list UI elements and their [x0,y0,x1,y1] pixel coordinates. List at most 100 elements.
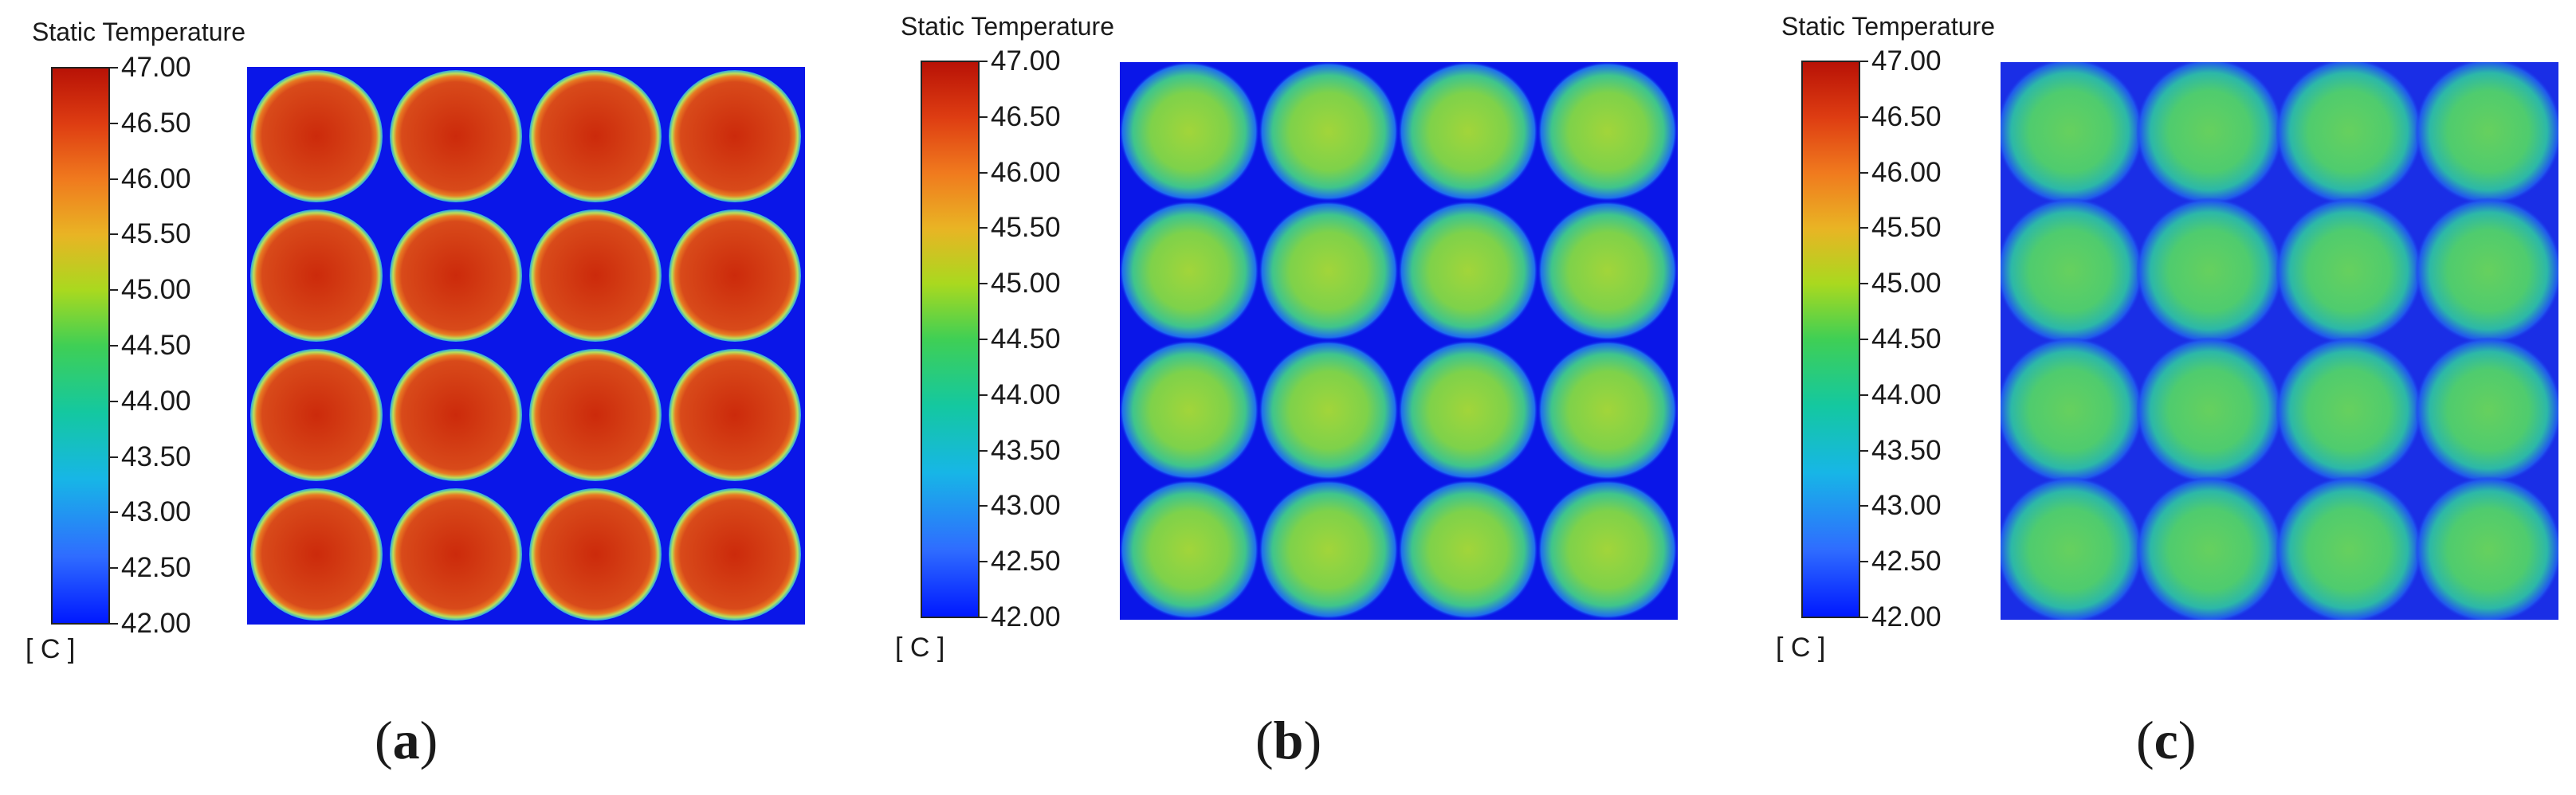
panel-c: Static Temperature [ C ] [1738,0,2574,795]
colorbar-tick [978,171,988,174]
cell [390,349,522,481]
colorbar-tick [978,61,988,62]
colorbar-tick-label: 44.50 [121,330,191,361]
colorbar-tick-label: 42.00 [991,601,1061,632]
colorbar-tick [978,283,988,285]
colorbar-tick-label: 42.00 [1871,601,1942,632]
cell [1120,340,1259,480]
temperature-field-c [2001,62,2558,620]
cell [2276,337,2422,484]
colorbar-tick [1859,171,1868,174]
colorbar-tick [1859,505,1868,507]
cell [2001,337,2143,484]
colorbar-tick-label: 44.00 [121,385,191,417]
colorbar-unit: [ C ] [26,634,76,664]
colorbar-title: Static Temperature [32,18,245,46]
colorbar-tick [978,449,988,452]
cell [2136,198,2283,344]
cell [1120,480,1259,620]
colorbar-tick [108,456,118,458]
cell [390,70,522,202]
colorbar-tick-label: 43.00 [1871,490,1942,522]
colorbar-tick [978,394,988,396]
colorbar-tick-label: 46.00 [1871,156,1942,188]
cell [2001,62,2143,205]
colorbar-tick-label: 43.50 [1871,434,1942,466]
cell [1398,201,1538,341]
colorbar-tick-label: 43.50 [121,441,191,472]
cell [390,210,522,342]
temperature-field-a-svg [247,67,805,625]
cell [1259,340,1399,480]
cell [250,349,383,481]
colorbar-tick-label: 42.00 [121,608,191,639]
colorbar-tick-label: 46.50 [991,100,1061,132]
cell [529,349,662,481]
colorbar-tick-label: 46.00 [121,163,191,194]
cool-cells-c [2001,62,2558,620]
caption-b: (b) [1255,710,1322,770]
colorbar-tick-label: 45.50 [121,218,191,250]
cell [1537,201,1678,341]
cell [1259,480,1399,620]
colorbar [1801,61,1860,618]
colorbar-tick [978,561,988,563]
colorbar-tick-label: 44.00 [991,378,1061,410]
colorbar-tick [108,289,118,292]
caption-c: (c) [2136,710,2197,770]
temperature-field-b-svg [1120,62,1678,620]
colorbar-tick-label: 45.00 [1871,268,1942,300]
colorbar-tick-label: 45.50 [1871,212,1942,244]
colorbar-tick-label: 46.00 [991,156,1061,188]
colorbar-tick-label: 45.00 [121,274,191,306]
cell [390,488,522,621]
colorbar-unit: [ C ] [895,632,945,663]
colorbar-tick [978,339,988,340]
colorbar-tick [1859,61,1868,62]
colorbar-tick-label: 45.00 [991,268,1061,300]
cell [1398,340,1538,480]
cell [1120,62,1259,202]
colorbar-title: Static Temperature [1781,12,1995,41]
colorbar-tick-label: 42.50 [1871,546,1942,578]
colorbar [921,61,980,618]
colorbar-tick-label: 42.50 [991,546,1061,578]
colorbar-tick [1859,617,1868,618]
colorbar-tick [108,178,118,180]
warm-cells-b [1120,62,1678,620]
cell [1537,62,1678,202]
colorbar-tick-label: 43.00 [121,496,191,528]
colorbar-tick-label: 47.00 [991,45,1061,76]
cell [1398,480,1538,620]
colorbar-tick [978,617,988,618]
colorbar-tick-label: 43.00 [991,490,1061,522]
colorbar-tick-label: 46.50 [1871,100,1942,132]
colorbar-tick [108,511,118,514]
temperature-field-c-svg [2001,62,2558,620]
cell [2276,62,2422,205]
cell [2276,476,2422,620]
colorbar-tick [108,233,118,236]
cell [2415,337,2558,484]
panel-b: Static Temperature [ C ] [873,0,1710,795]
cell [1259,62,1399,202]
colorbar-tick [1859,116,1868,118]
colorbar-tick [1859,449,1868,452]
hot-cells-a [250,70,801,621]
colorbar-tick-label: 44.00 [1871,378,1942,410]
temperature-field-b [1120,62,1678,620]
cell [669,70,801,202]
colorbar-tick [108,122,118,124]
colorbar-tick [108,567,118,570]
colorbar [51,67,110,625]
colorbar-tick-label: 46.50 [121,107,191,139]
temperature-field-a [247,67,805,625]
colorbar-tick-label: 45.50 [991,212,1061,244]
colorbar-tick [108,623,118,625]
cell [2415,62,2558,205]
cell [2415,476,2558,620]
colorbar-tick [1859,283,1868,285]
colorbar-tick-label: 44.50 [1871,323,1942,354]
cell [529,488,662,621]
colorbar-tick [1859,339,1868,340]
